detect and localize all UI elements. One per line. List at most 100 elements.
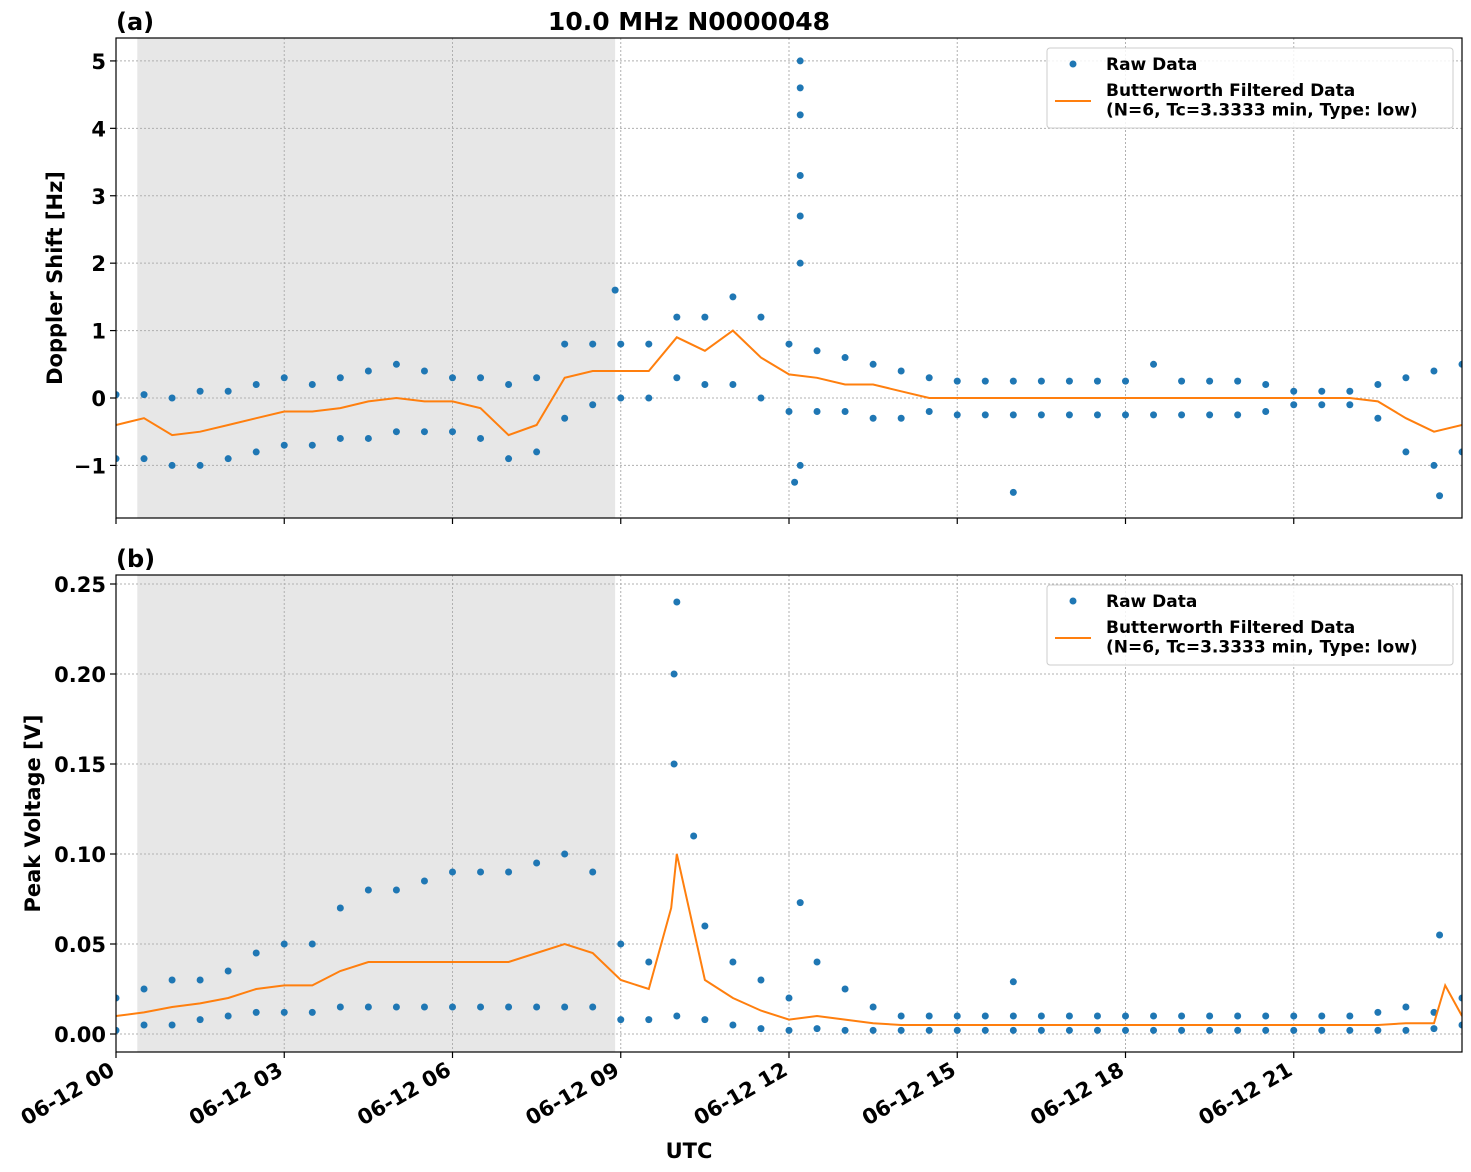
raw-point [196,1016,204,1024]
raw-point [1430,367,1438,375]
chart-title: 10.0 MHz N0000048 [548,7,830,36]
raw-point [280,1008,288,1016]
y-tick-label: 0.25 [54,573,106,597]
raw-point [953,377,961,385]
raw-point [364,886,372,894]
raw-point [813,347,821,355]
x-tick-label: 06-12 15 [858,1058,960,1131]
raw-point [1402,448,1410,456]
shaded-span [137,38,616,518]
raw-point [1009,1026,1017,1034]
raw-point [1234,411,1242,419]
raw-point [420,428,428,436]
raw-point [168,394,176,402]
raw-point [1234,377,1242,385]
raw-point [477,374,485,382]
y-axis-label: Doppler Shift [Hz] [43,171,67,385]
raw-point [785,407,793,415]
raw-point [869,414,877,422]
raw-point [1037,377,1045,385]
raw-point [1206,377,1214,385]
raw-point [561,340,569,348]
raw-point [224,1012,232,1020]
raw-point [589,868,597,876]
raw-point [869,1003,877,1011]
raw-point [841,354,849,362]
raw-point [701,313,709,321]
raw-point [1037,1012,1045,1020]
raw-point [670,670,678,678]
x-tick-label: 06-12 21 [1194,1058,1296,1131]
y-tick-label: 0.05 [54,933,106,957]
raw-point [796,172,804,180]
filtered-line [116,853,1462,1026]
raw-point [1009,411,1017,419]
raw-point [1093,411,1101,419]
raw-point [757,394,765,402]
raw-point [757,1025,765,1033]
raw-point [617,340,625,348]
raw-point [308,940,316,948]
raw-point [280,441,288,449]
raw-point [690,832,698,840]
raw-point [477,434,485,442]
raw-point [196,461,204,469]
raw-point [1009,1012,1017,1020]
raw-point [449,1003,456,1011]
raw-point [420,1003,428,1011]
raw-point [1009,488,1017,496]
raw-point [897,367,905,375]
raw-point [280,940,288,948]
raw-point [1430,461,1438,469]
raw-point [701,1016,709,1024]
raw-point [1318,1026,1326,1034]
raw-point [116,1026,120,1034]
raw-point [1262,407,1270,415]
raw-point [505,1003,513,1011]
raw-point [645,958,653,966]
raw-point [1436,492,1444,500]
raw-point [796,899,804,907]
raw-point [1290,1026,1298,1034]
raw-point [1458,360,1462,368]
raw-point [1037,411,1045,419]
raw-point [796,111,804,119]
raw-point [449,374,456,382]
x-axis-label: UTC [666,1139,713,1163]
x-tick-label: 06-12 00 [17,1058,119,1131]
raw-point [981,1012,989,1020]
raw-point [140,985,148,993]
raw-point [841,985,849,993]
raw-point [1346,387,1354,395]
raw-point [224,387,232,395]
raw-point [617,1016,625,1024]
raw-point [813,407,821,415]
raw-point [869,1026,877,1034]
raw-point [1262,381,1270,389]
raw-point [533,1003,541,1011]
raw-point [953,411,961,419]
raw-point [252,381,260,389]
raw-point [796,212,804,220]
raw-point [796,461,804,469]
raw-point [1346,1012,1354,1020]
raw-point [1065,1012,1073,1020]
raw-point [308,1008,316,1016]
raw-point [1234,1026,1242,1034]
raw-point [1122,377,1129,385]
raw-point [796,259,804,267]
y-tick-label: 0.00 [54,1023,106,1047]
raw-point [670,760,678,768]
raw-point [168,976,176,984]
raw-point [757,313,765,321]
raw-point [308,441,316,449]
raw-point [116,455,120,463]
raw-point [1290,1012,1298,1020]
raw-point [392,428,400,436]
raw-point [392,360,400,368]
raw-point [589,1003,597,1011]
raw-point [897,414,905,422]
raw-point [196,976,204,984]
raw-point [701,922,709,930]
